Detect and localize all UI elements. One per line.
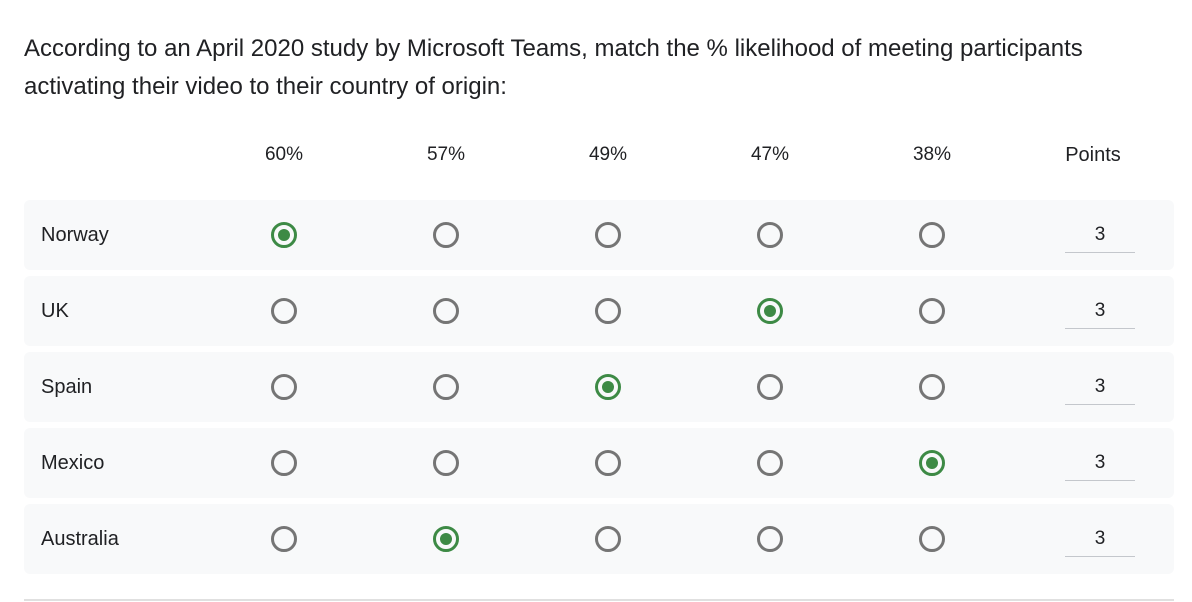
grid-cell <box>689 374 851 400</box>
radio-button[interactable] <box>757 526 783 552</box>
points-cell <box>1013 369 1173 405</box>
points-cell <box>1013 445 1173 481</box>
grid-cell <box>689 526 851 552</box>
grid-cell <box>203 450 365 476</box>
column-header-57: 57% <box>426 144 466 165</box>
points-cell <box>1013 521 1173 557</box>
radio-button[interactable] <box>595 526 621 552</box>
radio-button[interactable] <box>433 222 459 248</box>
column-header-38: 38% <box>912 144 952 165</box>
radio-button[interactable] <box>919 298 945 324</box>
radio-button[interactable] <box>271 526 297 552</box>
points-input[interactable] <box>1065 521 1135 557</box>
radio-button[interactable] <box>595 222 621 248</box>
grid-row-norway: Norway <box>24 200 1174 270</box>
radio-selected-dot <box>926 457 938 469</box>
choice-grid: 60% 57% 49% 47% 38% Points Norway UK Spain… <box>24 130 1174 580</box>
points-cell <box>1013 293 1173 329</box>
grid-cell <box>527 450 689 476</box>
column-header-47: 47% <box>750 144 790 165</box>
radio-button[interactable] <box>919 222 945 248</box>
grid-cell <box>203 374 365 400</box>
grid-row-australia: Australia <box>24 504 1174 574</box>
row-label: Mexico <box>41 451 105 474</box>
column-header-49: 49% <box>588 144 628 165</box>
grid-row-spain: Spain <box>24 352 1174 422</box>
row-label: Spain <box>41 375 93 398</box>
radio-button[interactable] <box>919 374 945 400</box>
grid-cell <box>851 298 1013 324</box>
points-cell <box>1013 217 1173 253</box>
radio-button[interactable] <box>271 298 297 324</box>
points-input[interactable] <box>1065 445 1135 481</box>
grid-cell <box>365 222 527 248</box>
radio-selected-dot <box>764 305 776 317</box>
grid-header-row: 60% 57% 49% 47% 38% Points <box>24 130 1174 180</box>
grid-cell <box>527 526 689 552</box>
radio-button[interactable] <box>919 450 945 476</box>
grid-cell <box>689 222 851 248</box>
grid-cell <box>203 526 365 552</box>
points-input[interactable] <box>1065 293 1135 329</box>
radio-button[interactable] <box>433 526 459 552</box>
grid-cell <box>365 526 527 552</box>
section-divider <box>24 599 1174 601</box>
radio-selected-dot <box>602 381 614 393</box>
radio-selected-dot <box>278 229 290 241</box>
radio-button[interactable] <box>433 374 459 400</box>
radio-button[interactable] <box>271 450 297 476</box>
grid-row-mexico: Mexico <box>24 428 1174 498</box>
points-header: Points <box>1065 143 1121 166</box>
grid-cell <box>365 298 527 324</box>
grid-row-uk: UK <box>24 276 1174 346</box>
column-header-60: 60% <box>264 144 304 165</box>
radio-button[interactable] <box>919 526 945 552</box>
row-label: Norway <box>41 223 109 246</box>
row-label: UK <box>41 299 69 322</box>
radio-button[interactable] <box>271 374 297 400</box>
grid-cell <box>527 298 689 324</box>
radio-button[interactable] <box>595 374 621 400</box>
radio-button[interactable] <box>595 450 621 476</box>
points-input[interactable] <box>1065 217 1135 253</box>
grid-cell <box>851 222 1013 248</box>
radio-button[interactable] <box>757 298 783 324</box>
radio-selected-dot <box>440 533 452 545</box>
radio-button[interactable] <box>433 450 459 476</box>
grid-cell <box>851 526 1013 552</box>
row-label: Australia <box>41 527 119 550</box>
grid-cell <box>851 450 1013 476</box>
radio-button[interactable] <box>433 298 459 324</box>
points-input[interactable] <box>1065 369 1135 405</box>
grid-cell <box>689 450 851 476</box>
grid-cell <box>527 374 689 400</box>
grid-cell <box>365 450 527 476</box>
grid-cell <box>851 374 1013 400</box>
radio-button[interactable] <box>757 450 783 476</box>
grid-cell <box>689 298 851 324</box>
grid-cell <box>365 374 527 400</box>
radio-button[interactable] <box>757 374 783 400</box>
grid-cell <box>203 222 365 248</box>
radio-button[interactable] <box>757 222 783 248</box>
grid-cell <box>203 298 365 324</box>
grid-rows: Norway UK Spain Mexico Australia <box>24 200 1174 574</box>
radio-button[interactable] <box>595 298 621 324</box>
radio-button[interactable] <box>271 222 297 248</box>
grid-cell <box>527 222 689 248</box>
question-text: According to an April 2020 study by Micr… <box>24 35 1083 100</box>
